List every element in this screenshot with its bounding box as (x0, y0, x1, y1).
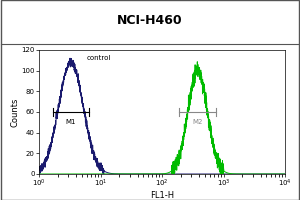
X-axis label: FL1-H: FL1-H (150, 191, 174, 200)
Text: control: control (87, 55, 111, 61)
Text: M1: M1 (66, 119, 76, 125)
Text: NCI-H460: NCI-H460 (117, 14, 183, 27)
Text: M2: M2 (193, 119, 203, 125)
Y-axis label: Counts: Counts (11, 97, 20, 127)
